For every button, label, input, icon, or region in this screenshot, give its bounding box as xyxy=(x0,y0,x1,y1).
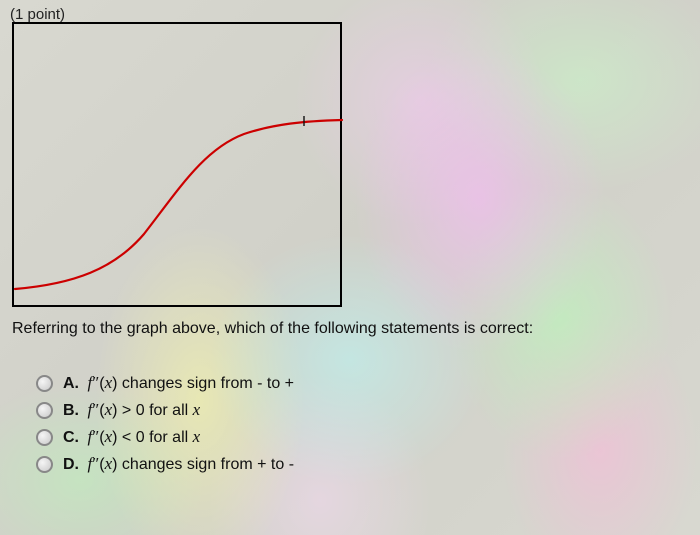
option-letter: C. xyxy=(63,429,79,446)
radio-icon[interactable] xyxy=(36,456,53,473)
curve-path xyxy=(15,120,342,289)
graph-box xyxy=(12,22,342,307)
option-suffix: < 0 for all xyxy=(117,429,192,446)
points-label: (1 point) xyxy=(10,6,65,23)
options-group: A. f″(x) changes sign from - to + B. f″(… xyxy=(36,366,294,481)
option-suffix: changes sign from + to - xyxy=(117,456,294,473)
option-b[interactable]: B. f″(x) > 0 for all x xyxy=(36,400,294,420)
option-suffix: changes sign from - to + xyxy=(117,375,294,392)
option-letter: D. xyxy=(63,456,79,473)
radio-icon[interactable] xyxy=(36,375,53,392)
option-letter: A. xyxy=(63,375,79,392)
option-letter: B. xyxy=(63,402,79,419)
option-c[interactable]: C. f″(x) < 0 for all x xyxy=(36,427,294,447)
option-a[interactable]: A. f″(x) changes sign from - to + xyxy=(36,373,294,393)
option-d[interactable]: D. f″(x) changes sign from + to - xyxy=(36,454,294,474)
tail-var: x xyxy=(193,427,201,446)
question-text: Referring to the graph above, which of t… xyxy=(12,320,533,338)
tail-var: x xyxy=(193,400,201,419)
radio-icon[interactable] xyxy=(36,402,53,419)
radio-icon[interactable] xyxy=(36,429,53,446)
graph-svg xyxy=(14,24,344,309)
option-suffix: > 0 for all xyxy=(117,402,192,419)
